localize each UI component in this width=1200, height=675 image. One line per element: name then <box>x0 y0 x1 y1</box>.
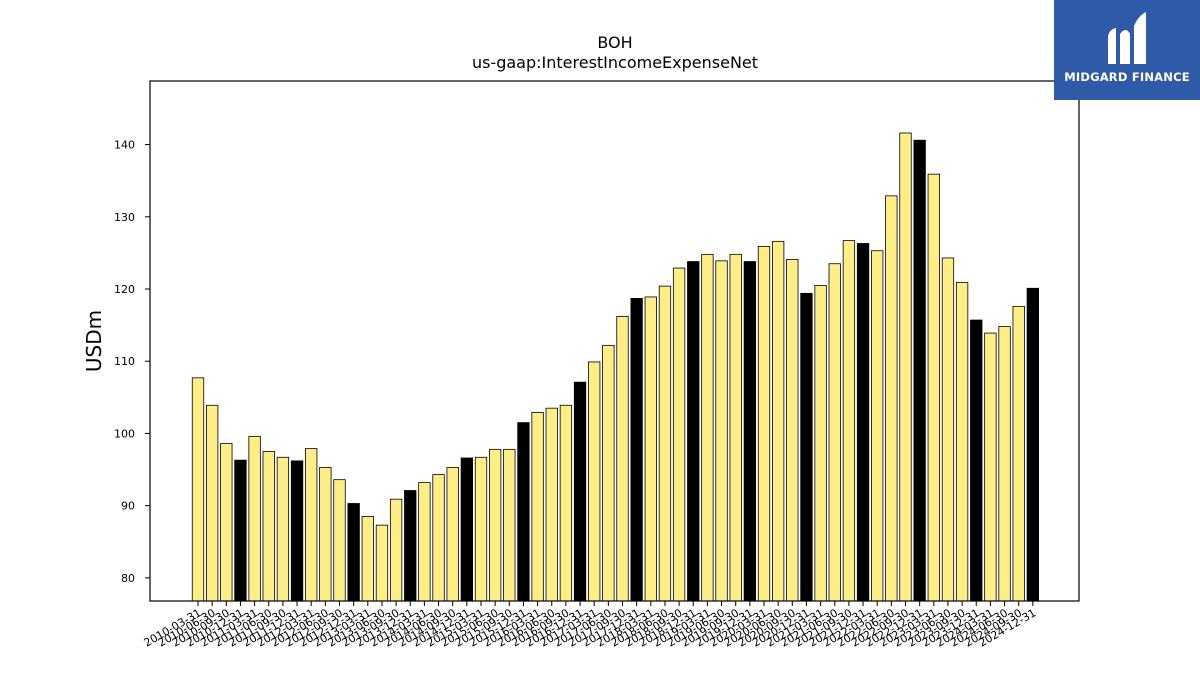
chart-title: BOH <box>597 33 632 52</box>
bar <box>913 139 926 602</box>
bar <box>474 456 488 602</box>
bar <box>248 435 261 602</box>
bar <box>701 253 714 602</box>
logo-mark-icon <box>1108 12 1146 64</box>
bar <box>984 332 997 602</box>
y-tick-label: 100 <box>114 427 135 440</box>
bar <box>1026 287 1039 602</box>
bar <box>205 404 219 602</box>
y-tick-label: 140 <box>114 139 135 152</box>
plot-frame <box>149 80 1080 602</box>
bar <box>460 457 474 602</box>
bar <box>191 377 205 602</box>
bar <box>305 448 318 602</box>
bar <box>998 326 1011 602</box>
bar <box>220 443 233 602</box>
bar <box>927 173 940 602</box>
bar <box>856 243 870 602</box>
bars-group <box>191 132 1039 602</box>
bar <box>616 316 629 602</box>
bar <box>488 448 502 602</box>
bar <box>772 240 785 602</box>
bar <box>743 261 756 602</box>
bar <box>970 319 983 602</box>
bar <box>559 404 573 602</box>
bar <box>375 524 389 602</box>
y-tick-label: 130 <box>114 211 135 224</box>
y-tick-label: 120 <box>114 283 135 296</box>
bar <box>404 490 417 602</box>
bar <box>446 466 459 602</box>
y-tick-label: 110 <box>114 355 135 368</box>
bar <box>786 258 799 602</box>
bar <box>290 460 304 602</box>
bar <box>319 466 332 602</box>
bar <box>941 257 955 602</box>
chart-subtitle: us-gaap:InterestIncomeExpenseNet <box>472 53 758 72</box>
y-tick-label: 90 <box>121 500 135 513</box>
bar <box>715 260 728 602</box>
bar <box>602 344 615 602</box>
logo-text: MIDGARD FINANCE <box>1064 70 1190 84</box>
bar <box>517 422 530 602</box>
bar <box>630 297 643 602</box>
bar <box>276 456 290 602</box>
bar <box>644 296 657 602</box>
bar <box>418 482 431 602</box>
bar <box>672 267 686 602</box>
bar <box>1012 305 1025 602</box>
bar <box>262 451 275 602</box>
bar <box>955 282 969 602</box>
bar <box>828 263 841 602</box>
y-axis: 80 90 100 110 120 130 140 <box>114 139 150 585</box>
bar <box>814 284 827 602</box>
y-tick-label: 80 <box>121 572 135 585</box>
bar <box>842 240 856 602</box>
x-axis: 2010-03-312010-06-302010-09-302010-12-31… <box>142 601 1038 650</box>
brand-logo: MIDGARD FINANCE <box>1054 0 1200 100</box>
bar <box>658 285 672 602</box>
bar <box>757 245 771 602</box>
bar <box>531 412 544 602</box>
bar <box>389 498 403 602</box>
bar <box>588 361 601 602</box>
bar <box>729 253 742 602</box>
y-axis-label: USDm <box>82 310 106 372</box>
bar <box>885 195 898 602</box>
bar <box>545 407 558 602</box>
bar <box>361 516 374 602</box>
bar <box>871 250 884 602</box>
bar <box>800 292 813 602</box>
bar <box>432 474 445 602</box>
bar <box>503 448 516 602</box>
bar <box>333 479 346 602</box>
bar <box>234 459 247 602</box>
bar <box>687 261 700 602</box>
bar <box>573 381 587 602</box>
bar <box>347 503 360 602</box>
bar <box>899 132 912 602</box>
